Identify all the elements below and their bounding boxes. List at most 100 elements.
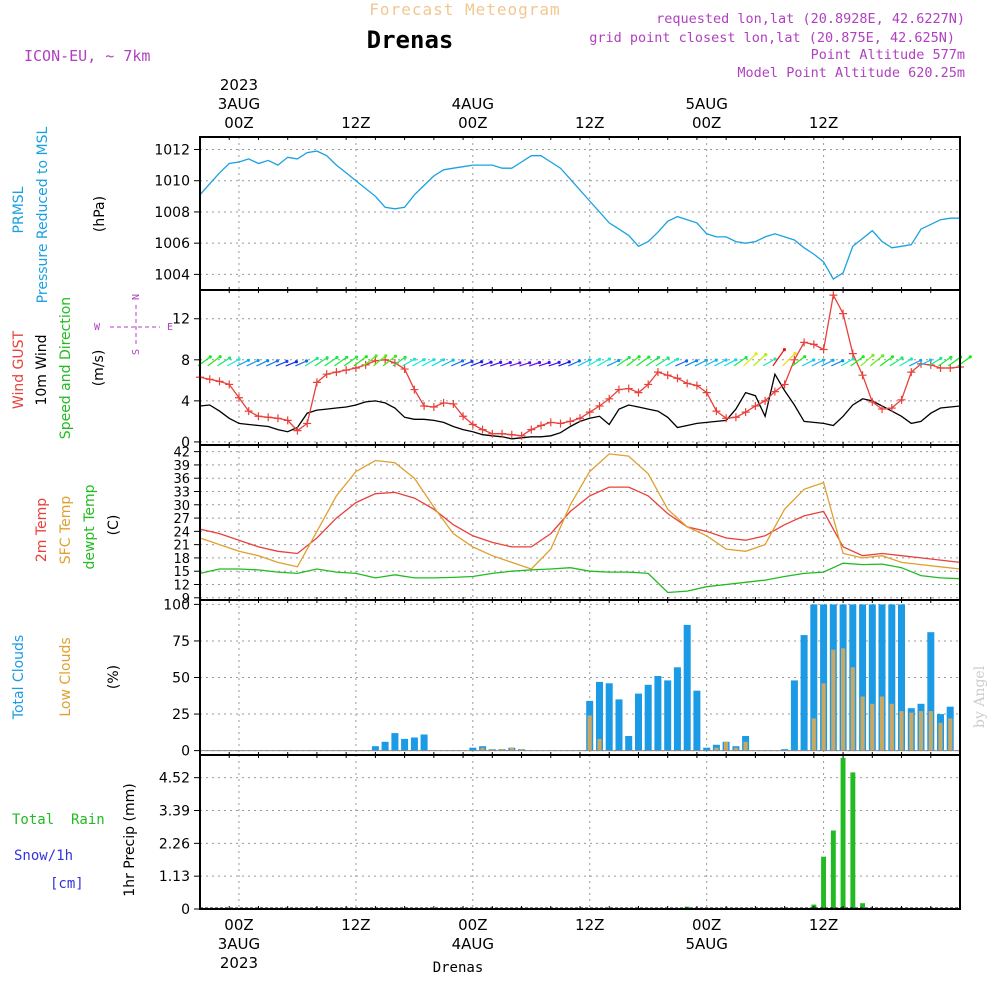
bottom-time-label: 5AUG bbox=[685, 935, 727, 953]
ytick-label-precip: 2.26 bbox=[159, 836, 190, 852]
wind-arrow-head bbox=[557, 360, 561, 364]
gust-point bbox=[234, 393, 243, 402]
model-altitude: Model Point Altitude 620.25m bbox=[737, 65, 965, 81]
total-cloud-bar bbox=[927, 632, 935, 751]
wind-arrow bbox=[568, 360, 580, 367]
wind-arrow bbox=[684, 360, 697, 367]
wind-arrow bbox=[441, 359, 454, 367]
wind-arrow bbox=[587, 358, 600, 367]
wind-arrow-head bbox=[304, 359, 309, 363]
top-time-label: 2023 bbox=[220, 76, 258, 94]
compass-n: N bbox=[131, 294, 142, 300]
wind-arrow bbox=[470, 361, 482, 367]
gust-point bbox=[907, 368, 916, 377]
wind-arrow-head bbox=[900, 356, 904, 360]
low-cloud-bar bbox=[724, 741, 729, 751]
wind-arrow bbox=[431, 359, 444, 367]
total-cloud-bar bbox=[664, 680, 672, 751]
low-cloud-bar bbox=[587, 715, 592, 751]
total-cloud-bar bbox=[615, 699, 623, 751]
ytick-label-wind: 12 bbox=[172, 312, 190, 328]
gust-point bbox=[576, 414, 584, 423]
wind-arrow-head bbox=[734, 358, 738, 362]
wind-arrow bbox=[343, 356, 357, 367]
gust-point bbox=[429, 403, 438, 412]
ytick-label-pressure: 1004 bbox=[154, 267, 190, 283]
wind-arrow-head bbox=[861, 355, 865, 359]
ytick-label-pressure: 1006 bbox=[154, 236, 190, 252]
gust-point bbox=[790, 355, 799, 364]
gust-point bbox=[751, 401, 760, 410]
gust-point bbox=[624, 384, 633, 393]
wind-arrow bbox=[392, 356, 406, 367]
wind-arrow bbox=[236, 359, 249, 367]
pressure-label-prmsl: PRMSL bbox=[11, 186, 27, 233]
gust-point bbox=[605, 394, 614, 403]
rain-bar bbox=[830, 830, 836, 909]
gust-point bbox=[225, 380, 234, 389]
wind-arrow-head bbox=[841, 359, 845, 363]
temp-label-dewpt: dewpt Temp bbox=[82, 484, 98, 569]
wind-arrow bbox=[733, 357, 747, 367]
credit-text: by Angel bbox=[972, 665, 988, 728]
gust-point bbox=[712, 407, 721, 416]
total-cloud-bar bbox=[410, 737, 418, 751]
wind-arrow-head bbox=[335, 355, 339, 360]
total-cloud-bar bbox=[888, 604, 896, 751]
wind-arrow bbox=[616, 357, 630, 367]
wind-arrow bbox=[421, 359, 435, 367]
total-cloud-bar bbox=[693, 690, 701, 751]
bottom-time-label: 00Z bbox=[458, 916, 487, 934]
total-cloud-bar bbox=[644, 684, 652, 751]
ytick-label-pressure: 1012 bbox=[154, 142, 190, 158]
total-cloud-bar bbox=[810, 604, 818, 751]
wind-arrow bbox=[723, 359, 737, 367]
top-time-label: 3AUG bbox=[218, 95, 260, 113]
wind-arrow bbox=[811, 359, 824, 367]
wind-arrow-head bbox=[939, 356, 943, 360]
gust-point bbox=[770, 387, 779, 396]
wind-arrow-head bbox=[547, 360, 551, 365]
total-cloud-bar bbox=[635, 693, 642, 751]
wind-arrow bbox=[918, 359, 931, 367]
ytick-label-wind: 8 bbox=[181, 353, 190, 369]
wind-arrow-head bbox=[208, 355, 212, 359]
low-cloud-bar bbox=[831, 649, 836, 751]
model-label: ICON-EU, ~ 7km bbox=[24, 47, 150, 65]
wind-arrow-head bbox=[451, 358, 455, 362]
bottom-time-label: 00Z bbox=[224, 916, 253, 934]
gust-point bbox=[858, 371, 867, 380]
gust-point bbox=[761, 396, 770, 405]
wind-arrow bbox=[879, 356, 893, 367]
wind-arrow-head bbox=[218, 355, 222, 359]
wind-arrow-head bbox=[890, 355, 895, 359]
wind-arrow-head bbox=[949, 355, 953, 359]
wind-arrow bbox=[801, 359, 814, 367]
wind-arrow bbox=[577, 359, 590, 367]
ytick-label-temperature: 33 bbox=[173, 486, 190, 501]
clouds-label-low: Low Clouds bbox=[58, 637, 74, 716]
wind-arrow bbox=[782, 353, 796, 367]
total-cloud-bar bbox=[800, 635, 808, 751]
wind-arrow-head bbox=[666, 356, 670, 360]
rain-bar bbox=[850, 772, 856, 909]
gust-point bbox=[946, 364, 955, 373]
ytick-label-precip: 1.13 bbox=[159, 869, 190, 885]
wind-arrow bbox=[460, 360, 473, 367]
wind-arrow-head bbox=[588, 358, 592, 362]
wind-arrow bbox=[762, 358, 776, 367]
total-cloud-bar bbox=[625, 736, 633, 751]
wind-arrow-head bbox=[256, 358, 260, 363]
gust-point bbox=[468, 420, 477, 429]
compass-w: W bbox=[94, 322, 101, 333]
gust-point bbox=[342, 366, 351, 375]
wind-arrow bbox=[402, 358, 415, 367]
wind-arrow-head bbox=[345, 355, 349, 359]
total-cloud-bar bbox=[898, 604, 905, 751]
bottom-time-label: 3AUG bbox=[218, 935, 260, 953]
total-cloud-bar bbox=[781, 749, 789, 751]
wind-arrow bbox=[217, 357, 230, 367]
wind-arrow bbox=[831, 360, 843, 367]
ytick-label-temperature: 42 bbox=[173, 446, 190, 461]
